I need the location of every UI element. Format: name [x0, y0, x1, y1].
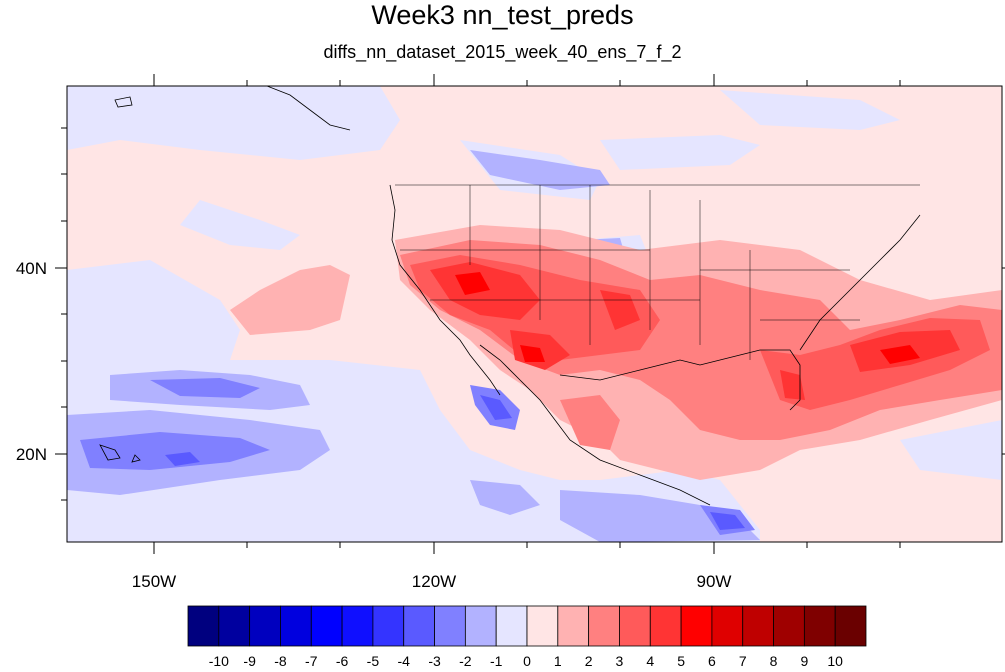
x-tick-label-120w: 120W	[412, 572, 456, 591]
colorbar-swatch	[495, 605, 528, 647]
colorbar-swatch	[619, 605, 651, 647]
state-borders	[395, 184, 920, 360]
colorbar-swatch	[341, 605, 374, 647]
colorbar-label: 4	[646, 653, 654, 669]
colorbar-swatch	[434, 605, 466, 647]
colorbar-label: -6	[336, 653, 349, 669]
colorbar-swatch	[834, 605, 867, 647]
colorbar-label: -4	[398, 653, 411, 669]
colorbar-label: -1	[490, 653, 503, 669]
colorbar-swatch	[773, 605, 805, 647]
colorbar-swatch	[218, 605, 251, 647]
colorbar-label: 8	[770, 653, 778, 669]
colorbar-swatch	[310, 605, 343, 647]
y-tick-label-20n: 20N	[16, 445, 47, 464]
colorbar-label: -3	[428, 653, 441, 669]
colorbar-label: 10	[827, 653, 843, 669]
positive-max-regions	[455, 272, 920, 364]
x-tick-label-90w: 90W	[697, 572, 732, 591]
colorbar-swatch	[680, 605, 713, 647]
colorbar-label: -5	[367, 653, 380, 669]
colorbar-swatch	[280, 605, 312, 647]
axis-ticks	[55, 74, 1005, 554]
colorbar-label: 0	[523, 653, 531, 669]
colorbar-swatch	[372, 605, 405, 647]
colorbar-label: -7	[305, 653, 318, 669]
colorbar-label: -2	[459, 653, 472, 669]
colorbar-label: 7	[739, 653, 747, 669]
colorbar-swatch	[464, 605, 497, 647]
colorbar-swatch	[249, 605, 281, 647]
y-tick-label-40n: 40N	[16, 259, 47, 278]
colorbar-label: 1	[554, 653, 562, 669]
colorbar-swatch	[588, 605, 620, 647]
colorbar-label: 3	[616, 653, 624, 669]
plot-title: Week3 nn_test_preds	[371, 0, 634, 30]
colorbar-label: -10	[209, 653, 229, 669]
colorbar-swatch	[526, 605, 559, 647]
colorbar-label: 6	[708, 653, 716, 669]
colorbar-label: 2	[585, 653, 593, 669]
colorbar-swatch	[803, 605, 836, 647]
negative-peak-regions	[165, 395, 745, 530]
colorbar-label: 9	[800, 653, 808, 669]
x-tick-label-150w: 150W	[132, 572, 176, 591]
plot-subtitle: diffs_nn_dataset_2015_week_40_ens_7_f_2	[323, 42, 682, 62]
colorbar-label: -8	[274, 653, 287, 669]
colorbar-label: 5	[677, 653, 685, 669]
colorbar-swatch	[711, 605, 744, 647]
colorbar-label: -9	[243, 653, 256, 669]
colorbar-swatch	[187, 605, 220, 647]
colorbar: -10 -9 -8 -7 -6 -5 -4 -3 -2 -1 0 1 2 3 4 5 6 7 8 9 10	[187, 605, 867, 669]
colorbar-swatch	[742, 605, 774, 647]
map-field	[67, 86, 1002, 542]
colorbar-swatch	[649, 605, 682, 647]
colorbar-swatch	[403, 605, 435, 647]
colorbar-swatch	[557, 605, 590, 647]
